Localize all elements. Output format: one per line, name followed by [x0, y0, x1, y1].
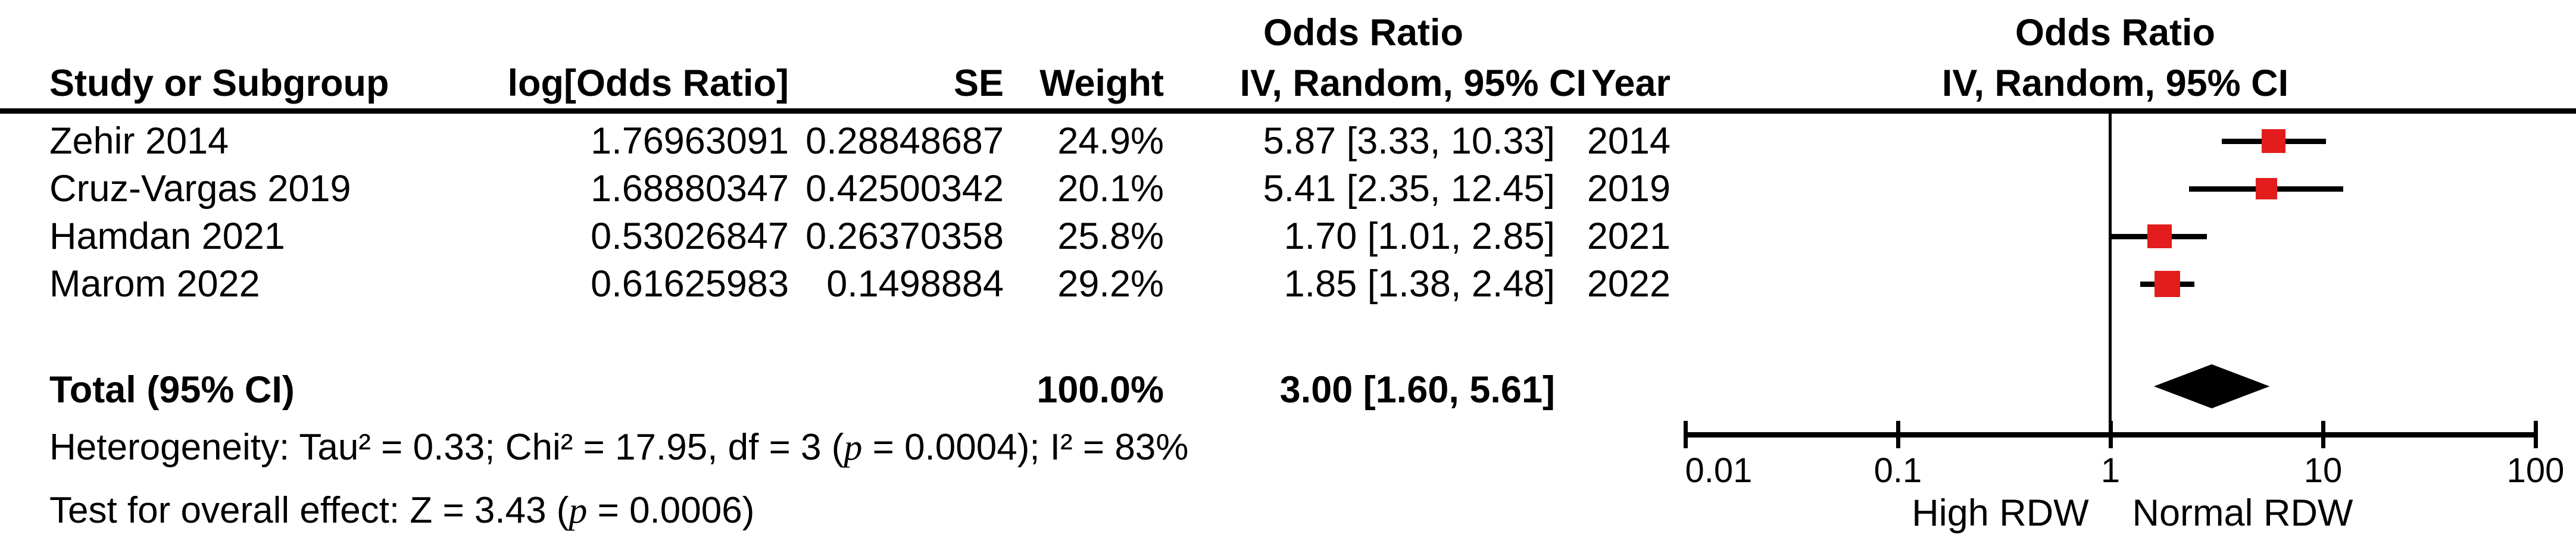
study-log-odds-ratio: 1.68880347	[591, 168, 789, 210]
study-name: Marom 2022	[49, 263, 260, 305]
heterogeneity-note: Heterogeneity: Tau² = 0.33; Chi² = 17.95…	[49, 425, 1188, 470]
effect-square	[2147, 224, 2172, 249]
study-name: Hamdan 2021	[49, 215, 285, 257]
heterogeneity-text-pre: Heterogeneity: Tau² = 0.33; Chi² = 17.95…	[49, 427, 844, 468]
study-year: 2021	[1587, 215, 1671, 257]
study-name: Zehir 2014	[49, 120, 229, 162]
study-row: Hamdan 2021 0.53026847 0.26370358 25.8% …	[0, 213, 2576, 260]
study-se: 0.28848687	[805, 120, 1004, 162]
plot-effect-group-header: Odds Ratio	[2015, 12, 2215, 54]
left-direction-label: High RDW	[1912, 492, 2089, 534]
heterogeneity-p-symbol: p	[844, 427, 863, 468]
x-axis-tick-label: 1	[2100, 451, 2121, 490]
effect-square	[2255, 178, 2277, 199]
study-year: 2022	[1587, 263, 1671, 305]
total-weight: 100.0%	[1036, 369, 1164, 411]
study-weight: 29.2%	[1057, 263, 1164, 305]
plot-method-header: IV, Random, 95% CI	[1941, 63, 2289, 104]
col-header-weight: Weight	[1039, 63, 1164, 104]
effect-square	[2154, 271, 2180, 297]
study-ci: 1.70 [1.01, 2.85]	[1284, 215, 1555, 257]
study-log-odds-ratio: 0.53026847	[591, 215, 789, 257]
col-header-se: SE	[953, 63, 1004, 104]
study-year: 2014	[1587, 120, 1671, 162]
table-effect-group-header: Odds Ratio	[1263, 12, 1463, 54]
study-log-odds-ratio: 1.76963091	[591, 120, 789, 162]
right-direction-label: Normal RDW	[2132, 492, 2353, 534]
overall-effect-text-post: = 0.0006)	[587, 490, 755, 531]
header-rule	[0, 108, 2576, 114]
study-row: Cruz-Vargas 2019 1.68880347 0.42500342 2…	[0, 165, 2576, 213]
study-se: 0.26370358	[805, 215, 1004, 257]
study-row: Zehir 2014 1.76963091 0.28848687 24.9% 5…	[0, 117, 2576, 165]
study-weight: 24.9%	[1057, 120, 1164, 162]
study-weight: 25.8%	[1057, 215, 1164, 257]
study-row: Marom 2022 0.61625983 0.1498884 29.2% 1.…	[0, 260, 2576, 308]
total-label: Total (95% CI)	[49, 369, 295, 411]
study-se: 0.42500342	[805, 168, 1004, 210]
overall-effect-note: Test for overall effect: Z = 3.43 (p = 0…	[49, 488, 754, 533]
study-ci: 1.85 [1.38, 2.48]	[1284, 263, 1555, 305]
total-ci: 3.00 [1.60, 5.61]	[1279, 369, 1555, 411]
heterogeneity-text-post: = 0.0004); I² = 83%	[862, 427, 1189, 468]
effect-square	[2262, 129, 2286, 153]
overall-effect-p-symbol: p	[569, 490, 588, 531]
x-axis-tick-label: 0.01	[1685, 451, 1753, 490]
x-axis-tick-label: 0.1	[1874, 451, 1922, 490]
study-log-odds-ratio: 0.61625983	[591, 263, 789, 305]
overall-effect-text-pre: Test for overall effect: Z = 3.43 (	[49, 490, 569, 531]
x-axis-tick	[2533, 421, 2538, 448]
x-axis-tick	[2108, 421, 2113, 448]
x-axis-tick-label: 100	[2506, 451, 2565, 490]
x-axis-tick	[1896, 421, 1900, 448]
study-weight: 20.1%	[1057, 168, 1164, 210]
study-year: 2019	[1587, 168, 1671, 210]
x-axis-tick	[1683, 421, 1688, 448]
col-header-study: Study or Subgroup	[49, 63, 389, 104]
x-axis-tick-label: 10	[2303, 451, 2343, 490]
study-ci: 5.41 [2.35, 12.45]	[1263, 168, 1555, 210]
study-ci: 5.87 [3.33, 10.33]	[1263, 120, 1555, 162]
null-effect-line	[2109, 114, 2112, 435]
study-se: 0.1498884	[826, 263, 1004, 305]
col-header-year: Year	[1591, 63, 1671, 104]
col-header-ci: IV, Random, 95% CI	[1239, 63, 1587, 104]
total-diamond	[2153, 364, 2270, 408]
col-header-log-odds-ratio: log[Odds Ratio]	[507, 63, 789, 104]
x-axis-tick	[2321, 421, 2325, 448]
study-name: Cruz-Vargas 2019	[49, 168, 351, 210]
